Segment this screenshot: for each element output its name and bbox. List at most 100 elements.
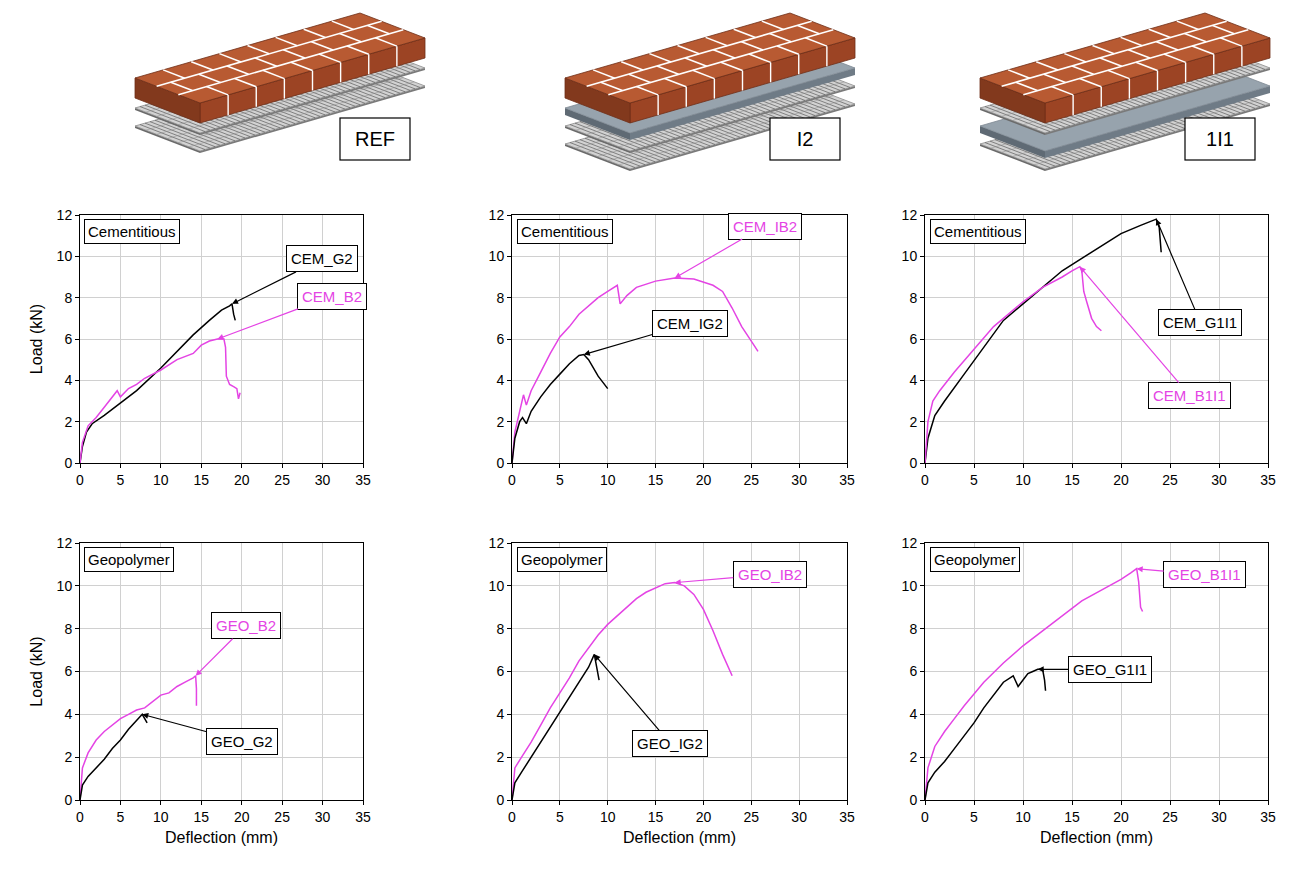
svg-text:2: 2 <box>64 414 72 430</box>
svg-text:4: 4 <box>909 706 917 722</box>
svg-text:1I1: 1I1 <box>1206 128 1234 150</box>
svg-text:0: 0 <box>64 792 72 808</box>
svg-text:CEM_G2: CEM_G2 <box>291 250 353 267</box>
svg-text:30: 30 <box>315 472 331 488</box>
svg-text:GEO_B2: GEO_B2 <box>216 617 276 634</box>
svg-text:25: 25 <box>1162 809 1178 825</box>
svg-text:15: 15 <box>194 809 210 825</box>
svg-text:30: 30 <box>315 809 331 825</box>
svg-text:REF: REF <box>355 128 395 150</box>
svg-text:20: 20 <box>696 809 712 825</box>
svg-text:25: 25 <box>274 809 290 825</box>
svg-text:12: 12 <box>902 535 918 551</box>
svg-text:12: 12 <box>902 207 918 223</box>
svg-text:20: 20 <box>234 472 250 488</box>
svg-text:5: 5 <box>970 809 978 825</box>
svg-text:12: 12 <box>489 207 505 223</box>
svg-text:I2: I2 <box>797 128 814 150</box>
svg-text:25: 25 <box>744 472 760 488</box>
svg-text:4: 4 <box>64 706 72 722</box>
svg-text:0: 0 <box>921 809 929 825</box>
svg-text:12: 12 <box>57 207 73 223</box>
svg-text:Load (kN): Load (kN) <box>28 636 45 706</box>
svg-text:GEO_IB2: GEO_IB2 <box>738 566 802 583</box>
svg-text:CEM_B2: CEM_B2 <box>302 288 362 305</box>
svg-text:35: 35 <box>839 472 855 488</box>
svg-text:Load (kN): Load (kN) <box>28 304 45 374</box>
svg-text:6: 6 <box>64 331 72 347</box>
svg-text:10: 10 <box>902 578 918 594</box>
svg-text:10: 10 <box>600 809 616 825</box>
svg-text:6: 6 <box>64 663 72 679</box>
svg-text:Geopolymer: Geopolymer <box>934 551 1016 568</box>
svg-text:30: 30 <box>1211 809 1227 825</box>
svg-text:6: 6 <box>496 663 504 679</box>
svg-text:2: 2 <box>496 414 504 430</box>
svg-text:0: 0 <box>496 455 504 471</box>
svg-text:10: 10 <box>902 248 918 264</box>
svg-text:35: 35 <box>839 809 855 825</box>
svg-text:2: 2 <box>909 414 917 430</box>
svg-text:GEO_B1I1: GEO_B1I1 <box>1168 566 1241 583</box>
svg-text:10: 10 <box>600 472 616 488</box>
svg-text:0: 0 <box>508 809 516 825</box>
svg-text:8: 8 <box>496 290 504 306</box>
svg-text:5: 5 <box>556 472 564 488</box>
svg-text:10: 10 <box>489 248 505 264</box>
svg-text:10: 10 <box>1015 809 1031 825</box>
svg-text:35: 35 <box>1260 809 1276 825</box>
svg-text:10: 10 <box>153 809 169 825</box>
svg-text:2: 2 <box>496 749 504 765</box>
svg-text:15: 15 <box>194 472 210 488</box>
svg-text:CEM_IB2: CEM_IB2 <box>733 218 797 235</box>
svg-text:4: 4 <box>909 372 917 388</box>
svg-text:6: 6 <box>496 331 504 347</box>
svg-text:8: 8 <box>909 290 917 306</box>
svg-text:5: 5 <box>970 472 978 488</box>
svg-text:30: 30 <box>791 472 807 488</box>
svg-text:0: 0 <box>508 472 516 488</box>
svg-text:0: 0 <box>909 792 917 808</box>
svg-text:15: 15 <box>1064 472 1080 488</box>
svg-text:GEO_G2: GEO_G2 <box>211 733 273 750</box>
svg-text:30: 30 <box>791 809 807 825</box>
svg-text:15: 15 <box>1064 809 1080 825</box>
svg-text:0: 0 <box>76 809 84 825</box>
svg-text:0: 0 <box>496 792 504 808</box>
svg-text:12: 12 <box>489 535 505 551</box>
svg-text:10: 10 <box>153 472 169 488</box>
svg-text:8: 8 <box>64 290 72 306</box>
svg-text:Deflection (mm): Deflection (mm) <box>623 829 736 846</box>
svg-text:8: 8 <box>909 621 917 637</box>
svg-text:CEM_IG2: CEM_IG2 <box>657 315 723 332</box>
svg-text:20: 20 <box>1113 809 1129 825</box>
svg-text:6: 6 <box>909 331 917 347</box>
svg-text:35: 35 <box>1260 472 1276 488</box>
svg-text:Deflection (mm): Deflection (mm) <box>165 829 278 846</box>
svg-text:Geopolymer: Geopolymer <box>88 551 170 568</box>
svg-text:0: 0 <box>64 455 72 471</box>
svg-text:8: 8 <box>496 621 504 637</box>
svg-text:GEO_G1I1: GEO_G1I1 <box>1073 661 1147 678</box>
svg-text:0: 0 <box>909 455 917 471</box>
svg-text:Cementitious: Cementitious <box>934 223 1022 240</box>
svg-text:10: 10 <box>57 248 73 264</box>
svg-text:Cementitious: Cementitious <box>88 223 176 240</box>
svg-text:0: 0 <box>76 472 84 488</box>
svg-text:4: 4 <box>496 706 504 722</box>
svg-text:6: 6 <box>909 663 917 679</box>
svg-text:30: 30 <box>1211 472 1227 488</box>
svg-text:Geopolymer: Geopolymer <box>521 551 603 568</box>
svg-text:5: 5 <box>556 809 564 825</box>
svg-text:10: 10 <box>57 578 73 594</box>
svg-text:GEO_IG2: GEO_IG2 <box>637 735 703 752</box>
svg-text:5: 5 <box>117 472 125 488</box>
svg-text:20: 20 <box>1113 472 1129 488</box>
svg-text:0: 0 <box>921 472 929 488</box>
svg-text:15: 15 <box>648 809 664 825</box>
svg-text:12: 12 <box>57 535 73 551</box>
svg-text:25: 25 <box>274 472 290 488</box>
svg-text:20: 20 <box>234 809 250 825</box>
svg-text:25: 25 <box>744 809 760 825</box>
svg-text:CEM_B1I1: CEM_B1I1 <box>1153 387 1226 404</box>
